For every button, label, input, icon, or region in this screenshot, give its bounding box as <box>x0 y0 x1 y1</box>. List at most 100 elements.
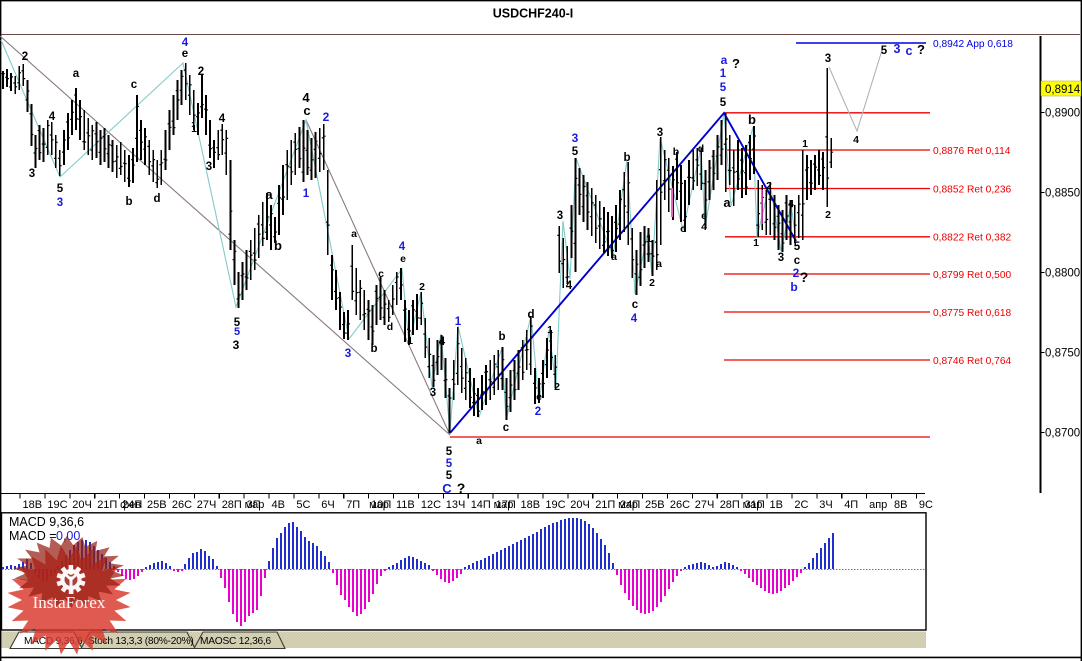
svg-text:3: 3 <box>825 53 831 65</box>
svg-text:3: 3 <box>345 346 352 360</box>
svg-text:1: 1 <box>191 123 197 135</box>
svg-text:0,8900: 0,8900 <box>1045 107 1080 119</box>
svg-text:4: 4 <box>566 280 573 292</box>
svg-text:1В: 1В <box>770 499 783 511</box>
svg-text:a: a <box>476 435 482 447</box>
svg-text:1: 1 <box>547 324 553 336</box>
svg-text:2: 2 <box>323 110 330 124</box>
svg-text:9С: 9С <box>919 499 933 511</box>
svg-text:2: 2 <box>554 381 560 393</box>
svg-text:25В: 25В <box>645 499 665 511</box>
svg-text:MACD 9,36,6: MACD 9,36,6 <box>9 515 84 529</box>
svg-text:2: 2 <box>793 266 800 280</box>
svg-text:USDCHF240-I: USDCHF240-I <box>493 7 574 21</box>
svg-text:мар: мар <box>618 499 638 511</box>
svg-text:0,8942 App 0,618: 0,8942 App 0,618 <box>933 39 1013 50</box>
svg-text:2: 2 <box>825 209 831 221</box>
svg-text:26С: 26С <box>670 499 690 511</box>
svg-text:18В: 18В <box>521 499 541 511</box>
svg-text:19С: 19С <box>545 499 565 511</box>
svg-text:4: 4 <box>788 198 794 210</box>
svg-text:InstaForex: InstaForex <box>33 593 106 612</box>
svg-text:e: e <box>182 48 188 60</box>
svg-text:26С: 26С <box>172 499 192 511</box>
svg-text:7П: 7П <box>346 499 360 511</box>
svg-text:c: c <box>794 255 801 267</box>
svg-text:3: 3 <box>557 210 563 222</box>
svg-text:b: b <box>790 280 797 294</box>
svg-text:5: 5 <box>881 45 888 57</box>
svg-text:a: a <box>611 251 617 263</box>
svg-text:5: 5 <box>794 241 801 253</box>
svg-text:18В: 18В <box>23 499 43 511</box>
svg-text:0,8852 Ret 0,236: 0,8852 Ret 0,236 <box>933 184 1012 195</box>
svg-text:b: b <box>748 112 756 127</box>
svg-text:b: b <box>498 331 505 343</box>
svg-text:3: 3 <box>778 252 784 264</box>
svg-text:5: 5 <box>57 183 64 195</box>
svg-text:12С: 12С <box>421 499 441 511</box>
svg-text:?: ? <box>732 56 740 71</box>
svg-text:?: ? <box>917 42 925 57</box>
svg-text:5: 5 <box>234 326 240 338</box>
svg-text:8В: 8В <box>894 499 907 511</box>
svg-text:2: 2 <box>535 406 541 418</box>
svg-text:0,8775 Ret 0,618: 0,8775 Ret 0,618 <box>933 308 1012 319</box>
svg-text:24П: 24П <box>620 499 640 511</box>
svg-text:a: a <box>723 195 731 210</box>
svg-text:0,8746 Ret 0,764: 0,8746 Ret 0,764 <box>933 356 1012 367</box>
svg-text:1: 1 <box>802 138 808 150</box>
svg-text:20Ч: 20Ч <box>570 499 590 511</box>
svg-text:0,8876 Ret 0,114: 0,8876 Ret 0,114 <box>933 146 1011 157</box>
svg-text:21П: 21П <box>595 499 615 511</box>
svg-text:a: a <box>351 228 357 240</box>
svg-text:мар: мар <box>494 499 514 511</box>
svg-text:1: 1 <box>303 188 310 200</box>
svg-text:c: c <box>632 299 639 311</box>
svg-text:3: 3 <box>657 127 663 139</box>
svg-text:2: 2 <box>198 66 204 78</box>
svg-text:13Ч: 13Ч <box>446 499 466 511</box>
svg-text:1: 1 <box>646 233 652 245</box>
svg-text:28П: 28П <box>720 499 740 511</box>
svg-text:4: 4 <box>302 90 310 105</box>
svg-text:5: 5 <box>446 446 453 458</box>
svg-text:14П: 14П <box>471 499 491 511</box>
svg-text:28П: 28П <box>222 499 242 511</box>
svg-text:5: 5 <box>446 458 453 470</box>
svg-text:0,8850: 0,8850 <box>1045 187 1080 199</box>
svg-text:0,8800: 0,8800 <box>1045 267 1080 279</box>
svg-text:фев: фев <box>120 499 141 511</box>
svg-text:c: c <box>503 422 510 434</box>
svg-text:5: 5 <box>720 82 727 94</box>
svg-text:0,8799 Ret 0,500: 0,8799 Ret 0,500 <box>933 270 1012 281</box>
svg-text:d: d <box>153 193 160 205</box>
svg-text:3П: 3П <box>247 499 261 511</box>
svg-text:3: 3 <box>206 161 212 173</box>
svg-text:3: 3 <box>430 387 436 399</box>
svg-text:2С: 2С <box>794 499 808 511</box>
svg-text:5С: 5С <box>296 499 310 511</box>
svg-text:1: 1 <box>455 316 462 328</box>
svg-text:3: 3 <box>233 338 240 352</box>
svg-text:20Ч: 20Ч <box>72 499 92 511</box>
svg-text:5: 5 <box>572 146 579 158</box>
svg-text:0,8822 Ret 0,382: 0,8822 Ret 0,382 <box>933 233 1012 244</box>
svg-text:апр: апр <box>869 499 887 511</box>
svg-text:3: 3 <box>29 168 35 180</box>
svg-text:4: 4 <box>399 241 406 253</box>
svg-text:c: c <box>131 79 138 91</box>
svg-text:27Ч: 27Ч <box>197 499 217 511</box>
svg-text:1: 1 <box>720 68 727 80</box>
svg-text:3Ч: 3Ч <box>819 499 832 511</box>
svg-text:3: 3 <box>894 42 901 56</box>
svg-text:d: d <box>527 309 534 321</box>
svg-text:4: 4 <box>853 134 859 146</box>
svg-text:3: 3 <box>57 197 63 209</box>
svg-text:4: 4 <box>701 221 707 233</box>
svg-text:4В: 4В <box>272 499 285 511</box>
svg-text:C: C <box>442 481 452 496</box>
svg-text:MAOSC 12,36,6: MAOSC 12,36,6 <box>200 636 272 647</box>
svg-text:?: ? <box>800 269 809 285</box>
svg-text:b: b <box>125 196 132 208</box>
